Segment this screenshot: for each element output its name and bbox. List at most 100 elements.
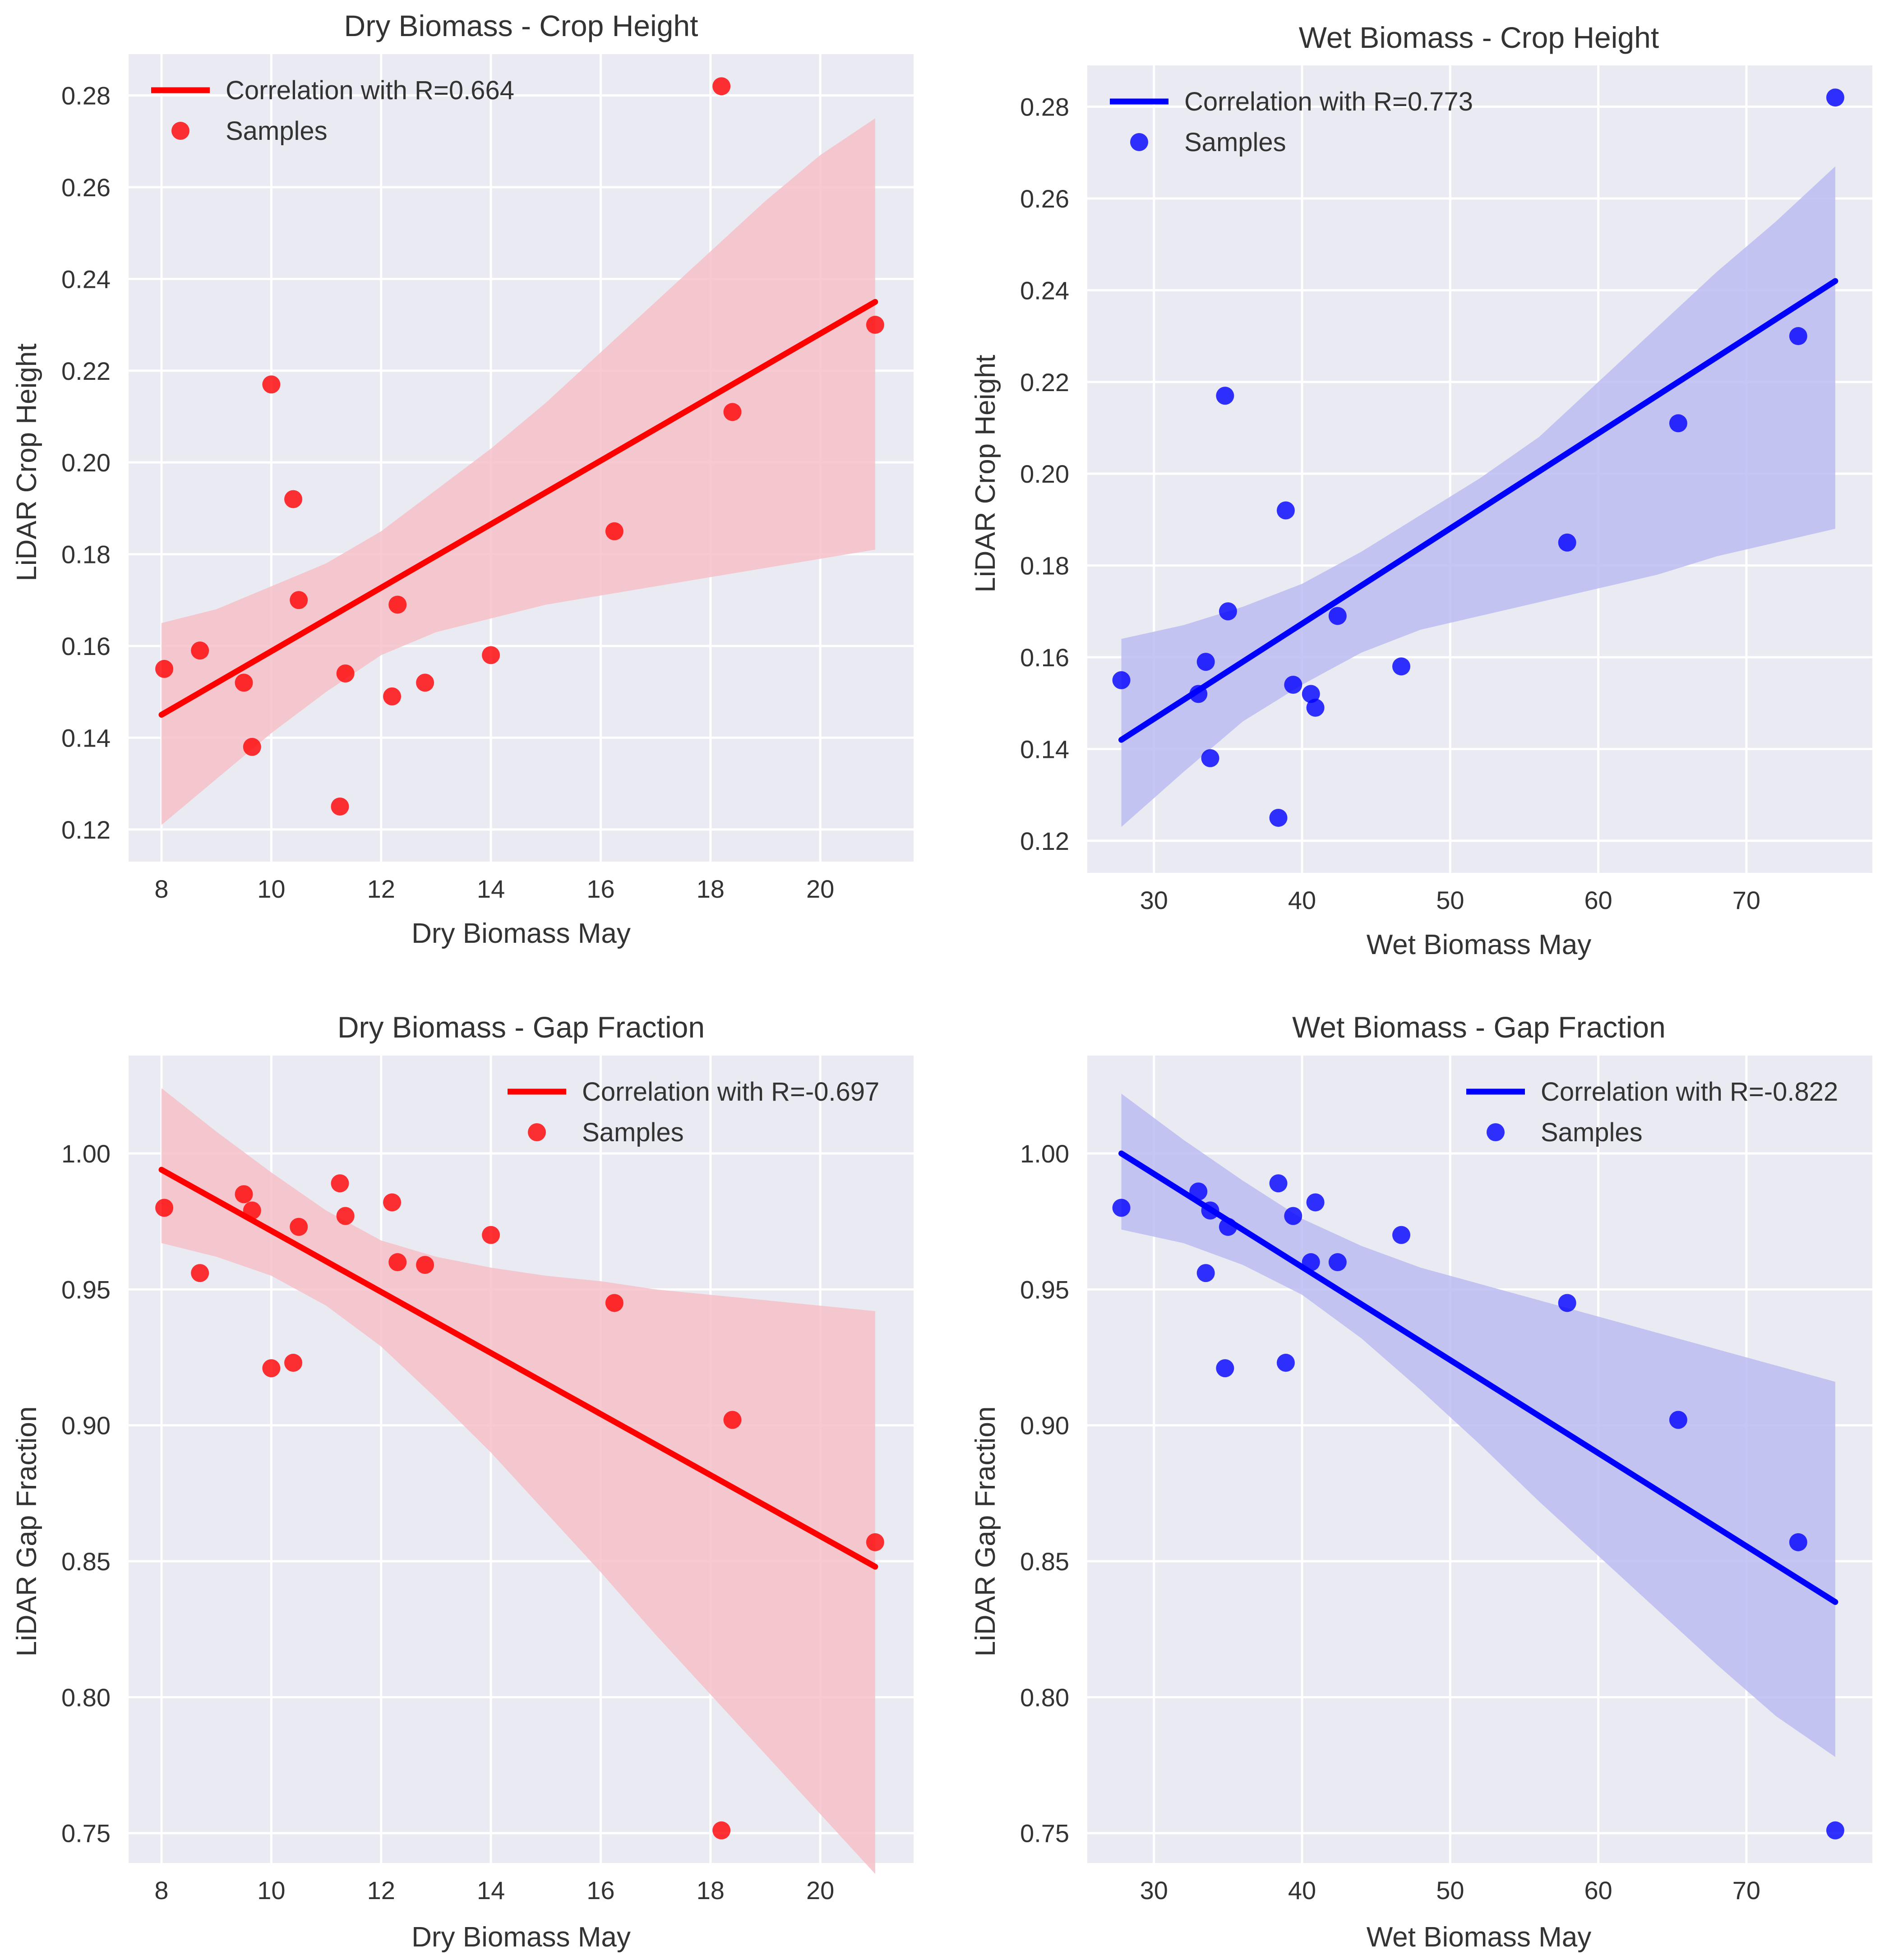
data-point	[1789, 327, 1807, 346]
x-tick-label: 70	[1732, 1876, 1760, 1905]
x-tick-label: 30	[1140, 886, 1168, 914]
y-tick-label: 0.28	[61, 82, 111, 110]
data-point	[1558, 1294, 1576, 1312]
x-tick-label: 18	[697, 1876, 725, 1905]
data-point	[1201, 1201, 1219, 1220]
data-point	[1328, 607, 1347, 625]
data-point	[723, 403, 742, 421]
x-tick-label: 50	[1436, 886, 1464, 914]
y-tick-label: 0.12	[1020, 827, 1069, 855]
panel-wet-biomass-crop-height: Wet Biomass - Crop Height Wet Biomass Ma…	[970, 21, 1872, 960]
data-point	[866, 1533, 884, 1551]
data-point	[243, 1201, 261, 1220]
legend-line-label: Correlation with R=-0.697	[582, 1077, 879, 1107]
data-point	[1306, 1193, 1325, 1212]
y-tick-label: 0.20	[61, 448, 111, 477]
y-tick-label: 0.28	[1020, 93, 1069, 121]
y-tick-label: 1.00	[1020, 1139, 1069, 1168]
y-tick-label: 0.24	[61, 265, 111, 293]
x-tick-label: 20	[806, 1876, 834, 1905]
regression-line	[158, 1167, 878, 1570]
chart-title: Dry Biomass - Gap Fraction	[337, 1010, 705, 1044]
x-tick-label: 40	[1288, 1876, 1316, 1905]
legend-point-swatch	[1487, 1123, 1505, 1141]
data-point	[1196, 1264, 1215, 1282]
data-point	[155, 659, 174, 678]
legend-point-swatch	[1130, 133, 1148, 151]
data-point	[1216, 1359, 1234, 1378]
y-tick-label: 0.12	[61, 816, 111, 844]
data-point	[1276, 1354, 1295, 1372]
y-tick-label: 0.22	[1020, 368, 1069, 397]
data-point	[1189, 1182, 1208, 1201]
y-tick-label: 0.20	[1020, 460, 1069, 488]
x-tick-label: 16	[587, 875, 614, 903]
data-point	[1269, 808, 1288, 827]
legend-points-label: Samples	[1541, 1118, 1643, 1147]
legend-point-swatch	[171, 122, 189, 140]
x-axis-label: Dry Biomass May	[411, 1922, 631, 1953]
regression-line	[158, 299, 878, 718]
y-axis-label: LiDAR Gap Fraction	[11, 1407, 42, 1657]
data-point	[1328, 1253, 1347, 1272]
data-point	[482, 646, 500, 664]
data-point	[284, 1354, 303, 1372]
x-tick-label: 14	[477, 1876, 505, 1905]
data-point	[336, 1207, 355, 1225]
data-point	[1112, 1199, 1131, 1217]
regression-line	[1118, 1150, 1838, 1605]
data-point	[1201, 749, 1219, 767]
data-point	[712, 77, 731, 96]
data-point	[383, 1193, 402, 1212]
y-tick-label: 0.14	[1020, 735, 1069, 763]
y-tick-label: 0.80	[1020, 1683, 1069, 1711]
data-point	[712, 1821, 731, 1840]
y-tick-label: 0.75	[61, 1819, 111, 1848]
x-tick-label: 50	[1436, 1876, 1464, 1905]
y-tick-label: 0.95	[61, 1275, 111, 1304]
confidence-band	[1121, 1093, 1835, 1757]
data-point	[1219, 602, 1237, 621]
confidence-band	[162, 118, 875, 825]
data-point	[866, 316, 884, 334]
data-point	[1189, 685, 1208, 703]
chart-title: Dry Biomass - Crop Height	[344, 9, 698, 42]
data-point	[290, 1218, 308, 1236]
y-tick-label: 0.85	[61, 1547, 111, 1576]
y-axis-label: LiDAR Crop Height	[970, 355, 1001, 592]
x-tick-label: 70	[1732, 886, 1760, 914]
data-point	[235, 1185, 253, 1204]
data-point	[1392, 1226, 1410, 1244]
data-point	[1302, 685, 1320, 703]
legend-points-label: Samples	[1184, 128, 1286, 157]
data-point	[1219, 1218, 1237, 1236]
data-point	[1269, 1174, 1288, 1193]
data-point	[1216, 387, 1234, 405]
y-tick-label: 0.75	[1020, 1819, 1069, 1848]
data-point	[388, 1253, 407, 1272]
data-point	[191, 641, 209, 660]
data-point	[235, 673, 253, 692]
regression-line	[1118, 278, 1838, 743]
y-tick-label: 0.26	[61, 173, 111, 202]
y-tick-label: 0.18	[61, 540, 111, 569]
data-point	[1669, 1411, 1687, 1429]
chart-title: Wet Biomass - Crop Height	[1299, 21, 1659, 54]
y-tick-label: 0.90	[1020, 1411, 1069, 1440]
x-tick-label: 12	[367, 875, 395, 903]
y-tick-label: 0.85	[1020, 1547, 1069, 1576]
x-tick-label: 16	[587, 1876, 614, 1905]
x-axis-label: Dry Biomass May	[411, 918, 631, 949]
data-point	[416, 673, 434, 692]
panel-dry-biomass-gap-fraction: Dry Biomass - Gap Fraction Dry Biomass M…	[11, 1010, 914, 1953]
y-tick-label: 0.80	[61, 1683, 111, 1711]
data-point	[1826, 1821, 1844, 1840]
y-tick-label: 0.14	[61, 724, 111, 752]
x-tick-label: 60	[1584, 886, 1612, 914]
legend-point-swatch	[528, 1123, 546, 1141]
confidence-band	[1121, 166, 1835, 827]
y-axis-label: LiDAR Crop Height	[11, 343, 42, 581]
legend-line-label: Correlation with R=-0.822	[1541, 1077, 1838, 1107]
data-point	[1284, 676, 1302, 694]
data-point	[416, 1256, 434, 1274]
